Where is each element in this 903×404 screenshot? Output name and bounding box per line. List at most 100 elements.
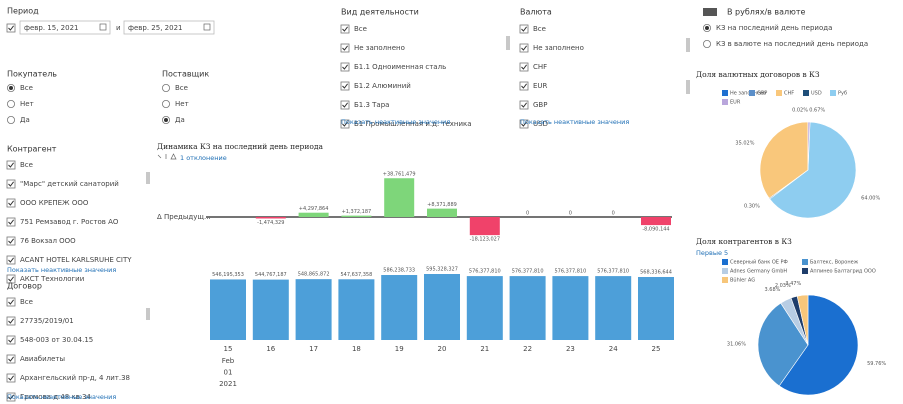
legend-label: Не заполнено — [730, 91, 766, 97]
slicer-item[interactable]: Авиабилеты — [20, 355, 65, 363]
checkbox[interactable] — [6, 297, 16, 307]
check-mark — [521, 64, 527, 70]
slicer-item[interactable]: Б1.3 Тара — [354, 101, 389, 109]
check-mark — [8, 25, 14, 31]
slicer-item[interactable]: Не заполнено — [354, 44, 405, 52]
x-tick-label: 25 — [652, 345, 661, 353]
radio-button[interactable] — [703, 40, 712, 49]
slicer-item[interactable]: Б1 Промышленная и.д. техника — [354, 120, 472, 128]
slicer-item[interactable]: GBP — [533, 101, 547, 109]
slicer-item[interactable]: Все — [20, 161, 33, 169]
slicer-item[interactable]: CHF — [533, 63, 547, 71]
slicer-item[interactable]: КЗ на последний день периода — [716, 24, 832, 32]
slicer-item[interactable]: ACANT HOTEL KARLSRUHE CITY — [20, 256, 132, 264]
checkbox[interactable] — [6, 179, 16, 189]
slicer-item[interactable]: Нет — [20, 100, 34, 108]
checkbox[interactable] — [340, 100, 350, 110]
checkbox[interactable] — [6, 236, 16, 246]
radio-button[interactable] — [7, 100, 15, 109]
radio-button[interactable] — [161, 100, 170, 109]
checkbox[interactable] — [519, 24, 529, 34]
slicer-item[interactable]: 27735/2019/01 — [20, 317, 74, 325]
check-mark — [342, 83, 348, 89]
checkbox[interactable] — [6, 316, 16, 326]
slicer-item[interactable]: Архангельский пр-д, 4 лит.38 — [20, 374, 130, 382]
data-label: 586,238,733 — [383, 268, 415, 274]
toolbar-icons — [157, 153, 177, 160]
date-input[interactable] — [123, 20, 215, 35]
slicer-item[interactable]: 548-003 от 30.04.15 — [20, 336, 93, 344]
checkbox[interactable] — [519, 43, 529, 53]
pie-slice — [807, 121, 811, 171]
slicer-item[interactable]: Да — [175, 116, 185, 124]
check-mark — [8, 318, 14, 324]
check-mark — [8, 276, 14, 282]
checkbox[interactable] — [340, 62, 350, 72]
checkbox[interactable] — [519, 100, 529, 110]
radio-button[interactable] — [7, 116, 15, 125]
checkbox[interactable] — [6, 255, 16, 265]
show-inactive-link[interactable]: Показать неактивные значения — [7, 393, 116, 401]
checkbox[interactable] — [6, 373, 16, 383]
check-mark — [342, 121, 348, 127]
waterfall-bar — [298, 212, 329, 217]
slicer-item[interactable]: АКСТ Технологии — [20, 275, 84, 283]
slicer-item[interactable]: 751 Ремзавод г. Ростов АО — [20, 218, 119, 226]
slicer-item[interactable]: Б1.1 Одноименная сталь — [354, 63, 446, 71]
slicer-item[interactable]: Громова д.48 кв.34 — [20, 393, 91, 401]
checkbox[interactable] — [6, 354, 16, 364]
bar — [295, 279, 332, 340]
data-label: 547,637,358 — [340, 272, 372, 278]
data-label: 576,377,810 — [512, 269, 544, 275]
radio-button[interactable] — [161, 84, 170, 93]
checkbox[interactable] — [340, 81, 350, 91]
data-label: 0.30% — [744, 203, 760, 209]
slicer-item[interactable]: Б1.2 Алюминий — [354, 82, 411, 90]
show-inactive-link[interactable]: Показать неактивные значения — [520, 118, 629, 126]
checkbox[interactable] — [6, 160, 16, 170]
checkbox[interactable] — [6, 392, 16, 402]
slicer-item[interactable]: 76 Вокзал ООО — [20, 237, 76, 245]
radio-dot — [164, 118, 168, 122]
checkbox[interactable] — [340, 43, 350, 53]
checkbox[interactable] — [519, 81, 529, 91]
check-mark — [342, 45, 348, 51]
checkbox[interactable] — [340, 24, 350, 34]
data-label: 59.76% — [867, 361, 886, 367]
slicer-item[interactable]: Все — [20, 84, 33, 92]
show-inactive-link[interactable]: Показать неактивные значения — [341, 118, 450, 126]
slicer-item[interactable]: Нет — [175, 100, 189, 108]
slicer-item[interactable]: Все — [533, 25, 546, 33]
checkbox[interactable] — [6, 335, 16, 345]
slicer-title: Контрагент — [7, 145, 57, 154]
bar — [552, 276, 589, 340]
data-label: 544,767,187 — [255, 272, 287, 278]
slicer-item[interactable]: ООО КРЕПЕЖ ООО — [20, 199, 89, 207]
slicer-item[interactable]: Да — [20, 116, 30, 124]
slicer-item[interactable]: USD — [533, 120, 548, 128]
x-tick-label: 22 — [523, 345, 532, 353]
slicer-item[interactable]: КЗ в валюте на последний день периода — [716, 40, 868, 48]
slicer-item[interactable]: "Марс" детский санаторий — [20, 180, 119, 188]
x-tick-label: 16 — [266, 345, 275, 353]
chart-subtitle: Первые 5 — [696, 249, 728, 257]
checkbox[interactable] — [6, 274, 16, 284]
checkbox[interactable] — [6, 217, 16, 227]
check-mark — [8, 356, 14, 362]
slicer-item[interactable]: Все — [20, 298, 33, 306]
legend-label: Балтекс, Воронеж — [810, 260, 859, 266]
date-input[interactable] — [19, 20, 111, 35]
period-checkbox[interactable] — [6, 23, 16, 33]
show-inactive-link[interactable]: Показать неактивные значения — [7, 266, 116, 274]
slicer-item[interactable]: EUR — [533, 82, 548, 90]
checkbox[interactable] — [519, 119, 529, 129]
slicer-item[interactable]: Все — [175, 84, 188, 92]
legend-label: Руб — [838, 91, 847, 97]
legend-swatch — [830, 90, 836, 96]
checkbox[interactable] — [6, 198, 16, 208]
checkbox[interactable] — [519, 62, 529, 72]
slicer-item[interactable]: Все — [354, 25, 367, 33]
checkbox[interactable] — [340, 119, 350, 129]
legend-swatch — [722, 90, 728, 96]
slicer-item[interactable]: Не заполнено — [533, 44, 584, 52]
